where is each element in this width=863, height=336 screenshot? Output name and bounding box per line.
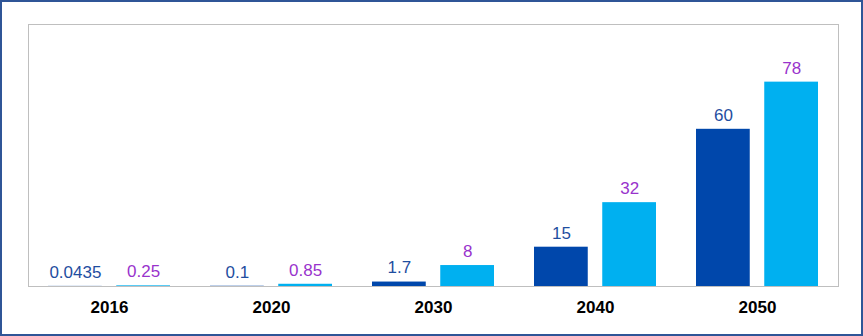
svg-text:60: 60 [714,106,733,125]
svg-text:0.85: 0.85 [289,261,322,280]
svg-text:2030: 2030 [415,298,453,317]
svg-text:2016: 2016 [91,298,129,317]
svg-text:2050: 2050 [739,298,777,317]
svg-text:78: 78 [782,59,801,78]
svg-text:2040: 2040 [577,298,615,317]
svg-text:1.7: 1.7 [388,258,412,277]
svg-text:32: 32 [620,179,639,198]
svg-text:0.1: 0.1 [226,263,250,282]
svg-text:8: 8 [463,242,472,261]
svg-text:0.0435: 0.0435 [49,263,101,282]
svg-text:15: 15 [552,224,571,243]
svg-text:0.25: 0.25 [127,262,160,281]
svg-text:2020: 2020 [253,298,291,317]
